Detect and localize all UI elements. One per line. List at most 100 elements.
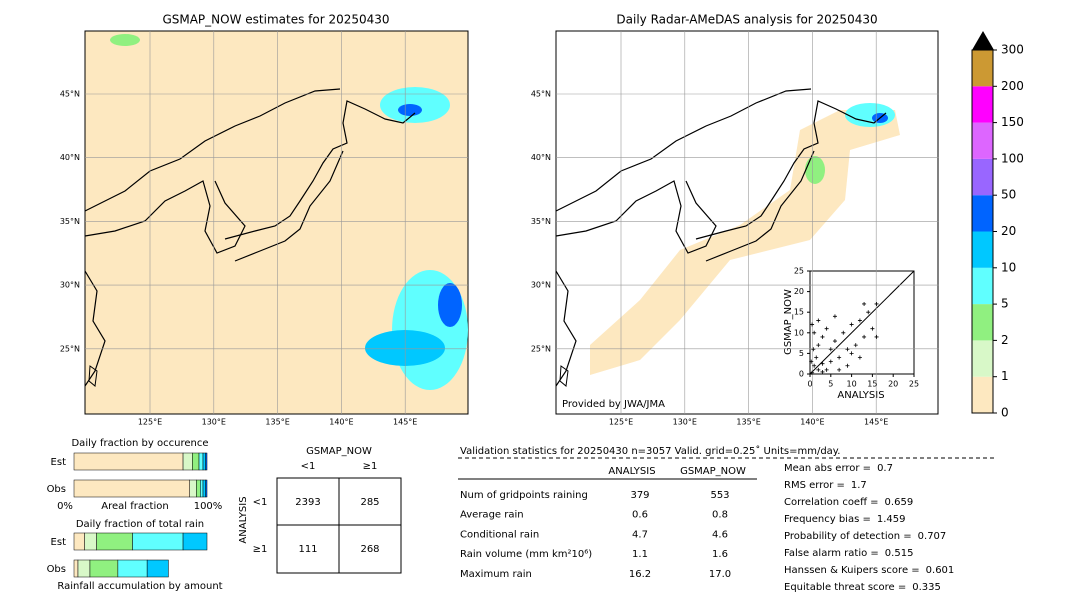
fraction-segment — [205, 452, 208, 471]
scatter-point — [816, 367, 821, 372]
fraction-segment — [196, 479, 201, 498]
colorbar-label: 50 — [1001, 188, 1016, 202]
x-tick-label: 0 — [807, 380, 812, 389]
scatter-point — [811, 347, 816, 352]
fraction-segment — [73, 532, 85, 551]
scatter-xlabel: ANALYSIS — [837, 390, 884, 401]
cell: 0.8 — [712, 510, 728, 521]
score: Mean abs error = 0.7 — [784, 463, 893, 474]
colorbar-label: 100 — [1001, 151, 1024, 165]
rain-area — [845, 103, 895, 127]
lon-label: 130°E — [202, 418, 226, 427]
score-value: 1.7 — [851, 480, 867, 491]
x-tick-label: 15 — [867, 380, 877, 389]
cell: 16.2 — [629, 569, 651, 580]
row-label: Obs — [47, 484, 66, 495]
score-value: 0.335 — [912, 582, 941, 593]
rain-area — [805, 156, 825, 184]
col-label: ANALYSIS — [608, 466, 655, 477]
colorbar-segment — [972, 231, 993, 268]
fraction-segment — [132, 532, 184, 551]
colorbar-label: 1 — [1001, 369, 1009, 383]
score-label: RMS error = — [784, 480, 845, 491]
score: RMS error = 1.7 — [784, 480, 867, 491]
row-label: Obs — [47, 564, 66, 575]
lon-label: 125°E — [609, 418, 633, 427]
cell: 4.7 — [632, 529, 648, 540]
scatter-point — [812, 330, 817, 335]
cell: 4.6 — [712, 529, 728, 540]
scatter-point — [814, 355, 819, 360]
score-label: False alarm ratio = — [784, 548, 879, 559]
row-label: Conditional rain — [460, 529, 539, 540]
score: False alarm ratio = 0.515 — [784, 548, 913, 559]
map-title: GSMAP_NOW estimates for 20250430 — [162, 13, 389, 27]
scatter-point — [820, 361, 825, 366]
colorbar-segment — [972, 304, 993, 341]
score-value: 0.515 — [885, 548, 914, 559]
colorbar-label: 200 — [1001, 79, 1024, 93]
score-label: Probability of detection = — [784, 531, 912, 542]
lat-label: 30°N — [60, 281, 80, 290]
colorbar-segment — [972, 158, 993, 196]
rain-area — [398, 104, 422, 116]
row-label: Average rain — [460, 510, 524, 521]
y-tick-label: 20 — [794, 287, 804, 296]
lon-label: 140°E — [800, 418, 824, 427]
diagonal — [809, 270, 915, 375]
scatter-point — [812, 363, 817, 368]
cell: 1.1 — [632, 549, 648, 560]
colorbar-segment — [972, 86, 993, 123]
cell: 379 — [630, 490, 649, 501]
contingency-title: GSMAP_NOW — [306, 446, 372, 457]
lon-label: 135°E — [736, 418, 760, 427]
fraction-segment — [96, 532, 133, 551]
scatter-point — [874, 334, 879, 339]
row-label: Rain volume (mm km²10⁶) — [460, 549, 592, 560]
score-value: 1.459 — [877, 514, 906, 525]
fraction-segment — [146, 559, 169, 578]
scatter-point — [824, 367, 829, 372]
cell: 111 — [298, 544, 317, 555]
scatter-point — [857, 318, 862, 323]
lon-label: 135°E — [265, 418, 289, 427]
lat-label: 40°N — [60, 153, 80, 162]
occurrence-title: Daily fraction by occurence — [71, 438, 208, 449]
scatter-point — [820, 334, 825, 339]
y-tick-label: 15 — [794, 308, 804, 317]
contingency-ylabel: ANALYSIS — [238, 496, 249, 543]
scatter-point — [828, 359, 833, 364]
row-label: Est — [51, 457, 67, 468]
cell: 1.6 — [712, 549, 728, 560]
colorbar-label: 0 — [1001, 406, 1009, 420]
scatter-point — [857, 355, 862, 360]
scatter-point — [853, 343, 858, 348]
colorbar-label: 150 — [1001, 115, 1024, 129]
scatter-point — [824, 326, 829, 331]
score-label: Hanssen & Kuipers score = — [784, 565, 920, 576]
cell: 2393 — [295, 497, 320, 508]
fraction-segment — [73, 559, 79, 578]
scatter-point — [828, 347, 833, 352]
scatter-point — [845, 347, 850, 352]
axis-label: 100% — [194, 501, 223, 512]
colorbar-label: 20 — [1001, 224, 1016, 238]
rain-area — [438, 283, 462, 327]
score-label: Frequency bias = — [784, 514, 871, 525]
col-label: <1 — [301, 461, 316, 472]
score: Correlation coeff = 0.659 — [784, 497, 913, 508]
score-value: 0.707 — [918, 531, 947, 542]
y-tick-label: 5 — [799, 349, 804, 358]
fraction-segment — [73, 479, 190, 498]
colorbar-label: 300 — [1001, 43, 1024, 57]
col-label: ≥1 — [363, 461, 378, 472]
credit: Provided by JWA/JMA — [562, 399, 665, 410]
score-label: Mean abs error = — [784, 463, 871, 474]
lat-label: 25°N — [60, 344, 80, 353]
map-title: Daily Radar-AMeDAS analysis for 20250430 — [616, 13, 877, 27]
y-tick-label: 0 — [799, 370, 804, 379]
x-tick-label: 20 — [888, 380, 898, 389]
lat-label: 35°N — [531, 217, 551, 226]
fraction-segment — [77, 559, 91, 578]
